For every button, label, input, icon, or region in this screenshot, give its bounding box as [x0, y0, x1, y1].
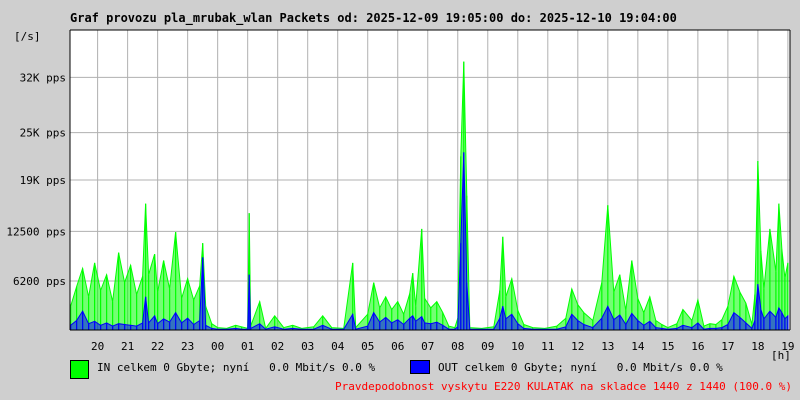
in-area — [70, 61, 789, 331]
x-tick-label: 14 — [631, 340, 645, 353]
x-tick-label: 16 — [691, 340, 704, 353]
y-tick-label: 25K pps — [20, 127, 66, 140]
legend-out-swatch — [410, 360, 430, 374]
footer-note: Pravdepodobnost vyskytu E220 KULATAK na … — [335, 380, 792, 393]
x-tick-label: 07 — [421, 340, 434, 353]
x-tick-label: 02 — [271, 340, 284, 353]
x-tick-labels: 20 21 22 23 00 01 02 03 04 05 06 07 08 09 10 11 12 13 14 15… — [91, 340, 795, 353]
x-tick-label: 13 — [601, 340, 614, 353]
x-axis-unit-label: [h] — [771, 349, 791, 362]
x-tick-label: 04 — [331, 340, 345, 353]
x-tick-label: 06 — [391, 340, 404, 353]
x-tick-label: 23 — [181, 340, 194, 353]
out-area — [70, 152, 789, 331]
y-tick-label: 6200 pps — [13, 275, 66, 288]
grid — [70, 30, 790, 330]
x-tick-label: 11 — [541, 340, 554, 353]
x-tick-label: 22 — [151, 340, 164, 353]
x-tick-label: 05 — [361, 340, 374, 353]
x-tick-label: 08 — [451, 340, 464, 353]
axes — [69, 29, 791, 331]
x-tick-label: 03 — [301, 340, 314, 353]
x-tick-label: 15 — [661, 340, 674, 353]
y-tick-label: 12500 pps — [6, 225, 66, 238]
y-tick-labels: 6200 pps 12500 pps 19K pps 25K pps 32K pps — [6, 71, 66, 288]
y-axis-unit-label: [/s] — [14, 30, 41, 43]
legend-in-swatch — [70, 360, 89, 379]
legend-out-text: OUT celkem 0 Gbyte; nyní 0.0 Mbit/s 0.0 … — [438, 361, 723, 374]
chart-title: Graf provozu pla_mrubak_wlan Packets od:… — [70, 11, 677, 25]
x-tick-label: 18 — [751, 340, 764, 353]
y-tick-label: 32K pps — [20, 71, 66, 84]
x-tick-label: 19 — [781, 340, 794, 353]
x-tick-label: 10 — [511, 340, 524, 353]
x-tick-label: 17 — [721, 340, 734, 353]
x-tick-label: 01 — [241, 340, 254, 353]
x-tick-label: 20 — [91, 340, 104, 353]
x-tick-label: 09 — [481, 340, 494, 353]
x-tick-label: 21 — [121, 340, 134, 353]
x-tick-label: 12 — [571, 340, 584, 353]
legend-in-text: IN celkem 0 Gbyte; nyní 0.0 Mbit/s 0.0 % — [97, 361, 376, 374]
x-tick-label: 00 — [211, 340, 224, 353]
y-tick-label: 19K pps — [20, 174, 66, 187]
